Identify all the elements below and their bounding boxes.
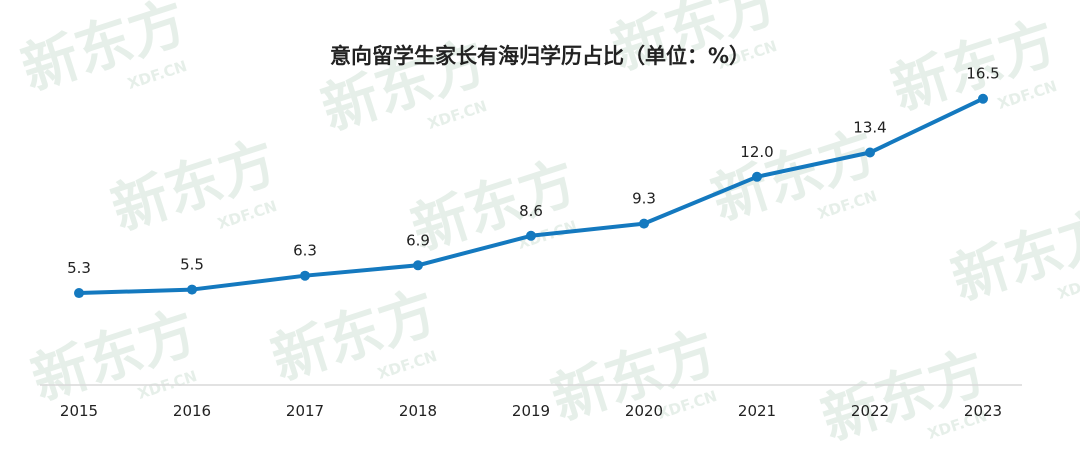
data-points bbox=[74, 93, 988, 299]
series-line bbox=[77, 96, 985, 296]
data-label: 16.5 bbox=[966, 65, 999, 83]
x-tick-label: 2019 bbox=[512, 402, 550, 420]
x-tick-label: 2017 bbox=[286, 402, 324, 420]
data-point bbox=[300, 270, 310, 281]
data-label: 8.6 bbox=[519, 202, 543, 220]
data-point bbox=[752, 171, 762, 182]
data-label: 6.9 bbox=[406, 231, 430, 249]
data-label: 5.3 bbox=[67, 259, 91, 277]
data-label: 6.3 bbox=[293, 242, 317, 260]
data-label: 9.3 bbox=[632, 190, 656, 208]
chart-title: 意向留学生家长有海归学历占比（单位：%） bbox=[329, 44, 751, 68]
data-point bbox=[74, 288, 84, 299]
x-tick-labels: 2015 2016 2017 2018 2019 2020 2021 2022 2023 bbox=[60, 402, 1002, 420]
data-point bbox=[978, 93, 988, 104]
x-tick-label: 2021 bbox=[738, 402, 776, 420]
data-labels: 5.3 5.5 6.3 6.9 8.6 9.3 12.0 13.4 16.5 bbox=[67, 65, 1000, 277]
x-tick-label: 2015 bbox=[60, 402, 98, 420]
data-point bbox=[639, 218, 649, 229]
data-label: 12.0 bbox=[740, 143, 773, 161]
data-point bbox=[526, 230, 536, 241]
data-label: 5.5 bbox=[180, 256, 204, 274]
data-label: 13.4 bbox=[853, 119, 886, 137]
x-tick-label: 2016 bbox=[173, 402, 211, 420]
x-tick-label: 2020 bbox=[625, 402, 663, 420]
data-point bbox=[413, 260, 423, 271]
x-tick-label: 2018 bbox=[399, 402, 437, 420]
data-point bbox=[865, 147, 875, 158]
x-tick-label: 2023 bbox=[964, 402, 1002, 420]
x-tick-label: 2022 bbox=[851, 402, 889, 420]
data-point bbox=[187, 284, 197, 295]
